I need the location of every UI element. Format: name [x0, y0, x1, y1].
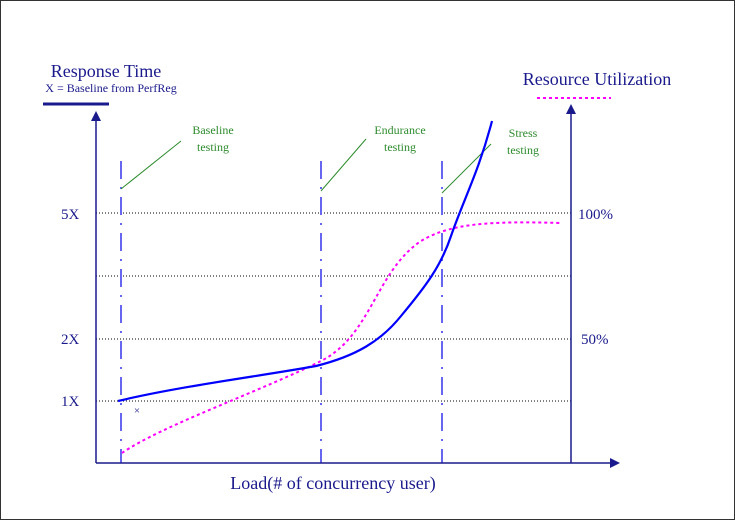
utilization-curve	[121, 221, 562, 454]
left-tick-2x: 2X	[61, 332, 80, 348]
phase-label-baseline-line2: testing	[197, 140, 229, 154]
phase-label-stress-line1: Stress	[509, 126, 538, 140]
left-tick-5x: 5X	[61, 207, 80, 223]
left-axis-title: Response Time	[51, 61, 162, 81]
callout-baseline	[120, 140, 182, 190]
response-curve	[117, 120, 494, 403]
phase-label-endurance-line2: testing	[384, 140, 416, 154]
phase-label-baseline-line1: Baseline	[192, 123, 233, 137]
callout-endurance	[320, 138, 367, 192]
phase-label-endurance-line1: Endurance	[374, 123, 425, 137]
left-axis-subtitle: X = Baseline from PerfReg	[45, 81, 176, 95]
phase-label-stress-line2: testing	[507, 143, 539, 157]
baseline-marker: ×	[134, 405, 140, 417]
right-tick-100: 100%	[578, 207, 613, 223]
x-axis-title: Load(# of concurrency user)	[230, 473, 435, 494]
right-axis-title: Resource Utilization	[523, 69, 671, 89]
right-tick-50: 50%	[581, 332, 609, 348]
left-tick-1x: 1X	[61, 394, 80, 410]
